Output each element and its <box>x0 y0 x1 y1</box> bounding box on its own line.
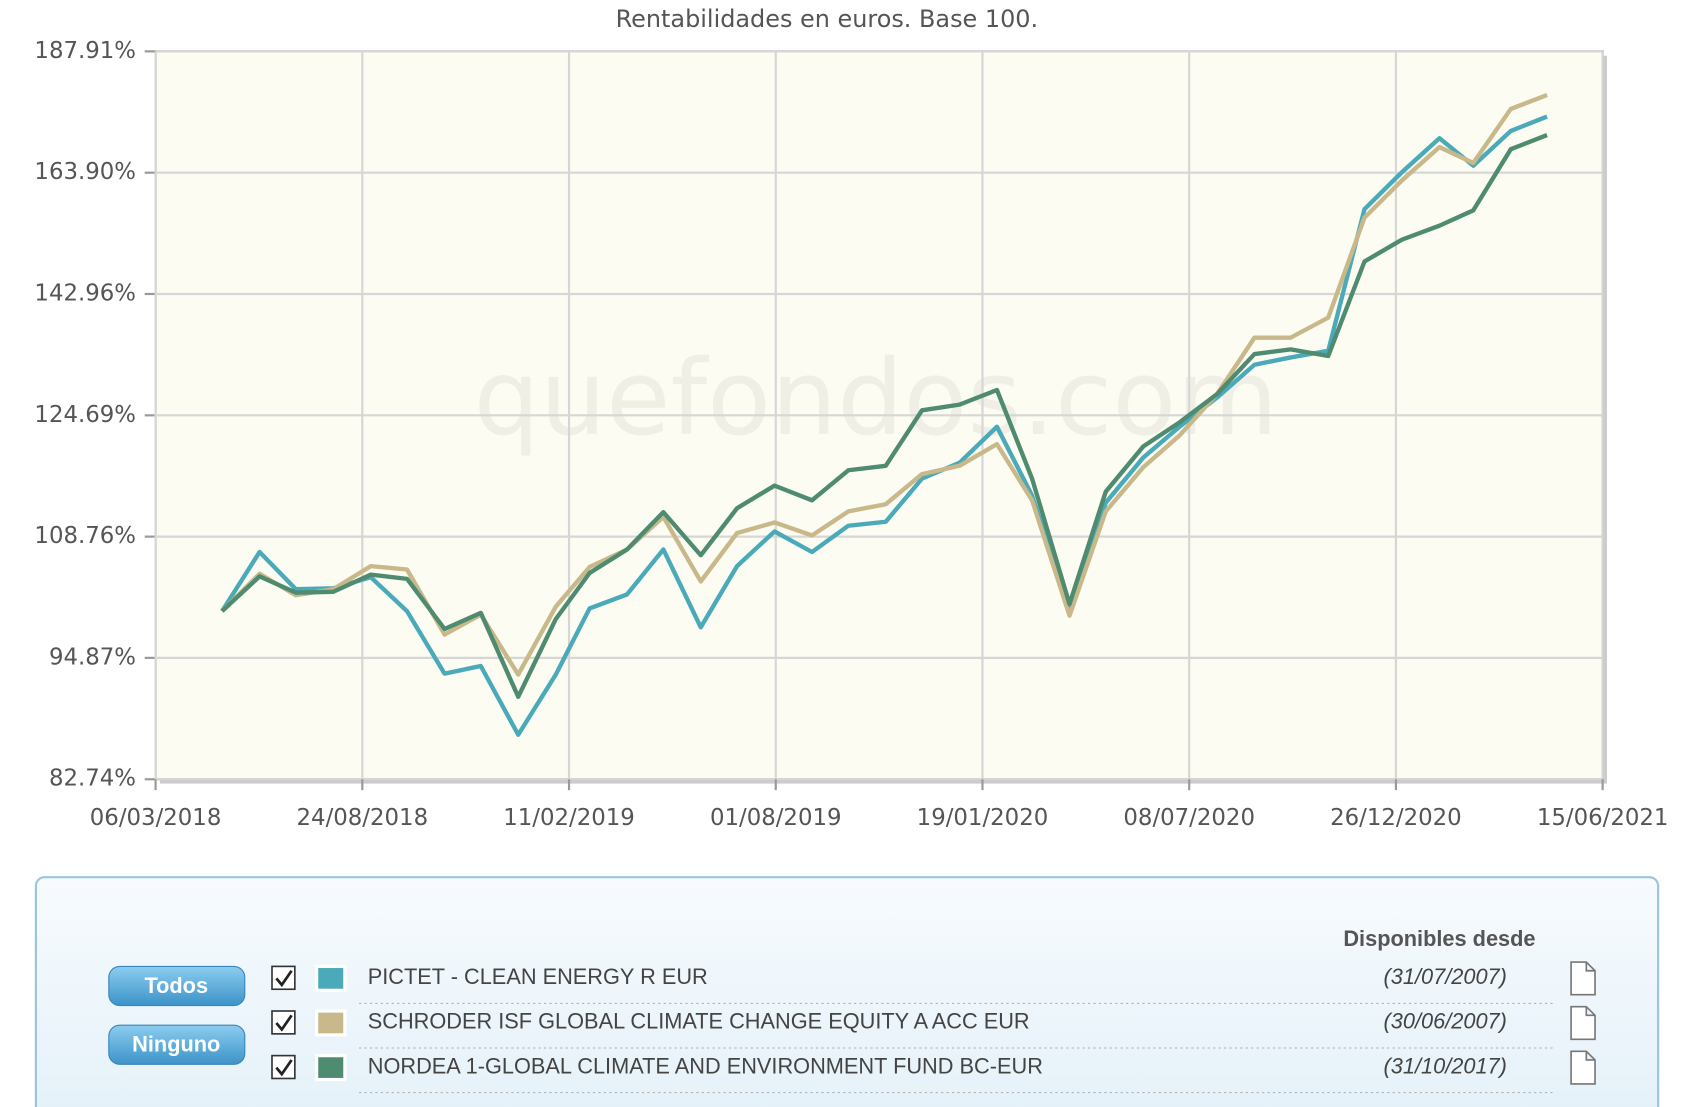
legend-label: SCHRODER ISF GLOBAL CLIMATE CHANGE EQUIT… <box>368 1009 1030 1034</box>
document-icon[interactable] <box>1570 961 1596 996</box>
legend-panel <box>34 876 1660 1107</box>
watermark: quefondos.com <box>474 337 1278 459</box>
y-tick-label: 94.87% <box>49 644 136 670</box>
legend-swatch <box>314 1009 347 1037</box>
x-tick-label: 15/06/2021 <box>1537 805 1669 831</box>
checkbox[interactable] <box>271 965 296 991</box>
button-label[interactable]: Todos <box>144 973 208 998</box>
document-icon[interactable] <box>1570 1050 1596 1085</box>
x-tick-label: 08/07/2020 <box>1123 805 1255 831</box>
y-tick-label: 187.91% <box>34 38 136 64</box>
series-line <box>220 133 1548 699</box>
legend-swatch <box>314 964 347 992</box>
chart-title: Rentabilidades en euros. Base 100. <box>616 5 1039 33</box>
x-tick-label: 01/08/2019 <box>710 805 842 831</box>
button[interactable] <box>108 1024 246 1065</box>
checkmark[interactable] <box>275 969 293 988</box>
legend-label: PICTET - CLEAN ENERGY R EUR <box>368 964 708 989</box>
x-tick-label: 11/02/2019 <box>503 805 635 831</box>
x-tick-label: 26/12/2020 <box>1330 805 1462 831</box>
available-since: (31/07/2007) <box>1384 964 1507 989</box>
legend-label: NORDEA 1-GLOBAL CLIMATE AND ENVIRONMENT … <box>368 1053 1043 1078</box>
x-tick-label: 06/03/2018 <box>90 805 222 831</box>
series-line <box>220 92 1548 677</box>
available-since: (30/06/2007) <box>1384 1009 1507 1034</box>
available-since: (31/10/2017) <box>1384 1053 1507 1078</box>
checkmark[interactable] <box>275 1059 293 1077</box>
checkbox[interactable] <box>271 1054 296 1080</box>
checkmark[interactable] <box>275 1014 293 1032</box>
x-tick-label: 19/01/2020 <box>917 805 1049 831</box>
y-tick-label: 108.76% <box>34 523 136 549</box>
button[interactable] <box>108 965 246 1007</box>
x-tick-label: 24/08/2018 <box>297 805 429 831</box>
button-label[interactable]: Ninguno <box>132 1032 220 1057</box>
y-tick-label: 163.90% <box>34 159 136 185</box>
y-tick-label: 142.96% <box>34 280 136 306</box>
y-tick-label: 82.74% <box>49 766 136 792</box>
legend-header: Disponibles desde <box>1343 926 1535 951</box>
legend-swatch <box>314 1053 347 1082</box>
document-icon[interactable] <box>1570 1005 1596 1041</box>
checkbox[interactable] <box>271 1010 296 1035</box>
y-tick-label: 124.69% <box>34 402 136 428</box>
